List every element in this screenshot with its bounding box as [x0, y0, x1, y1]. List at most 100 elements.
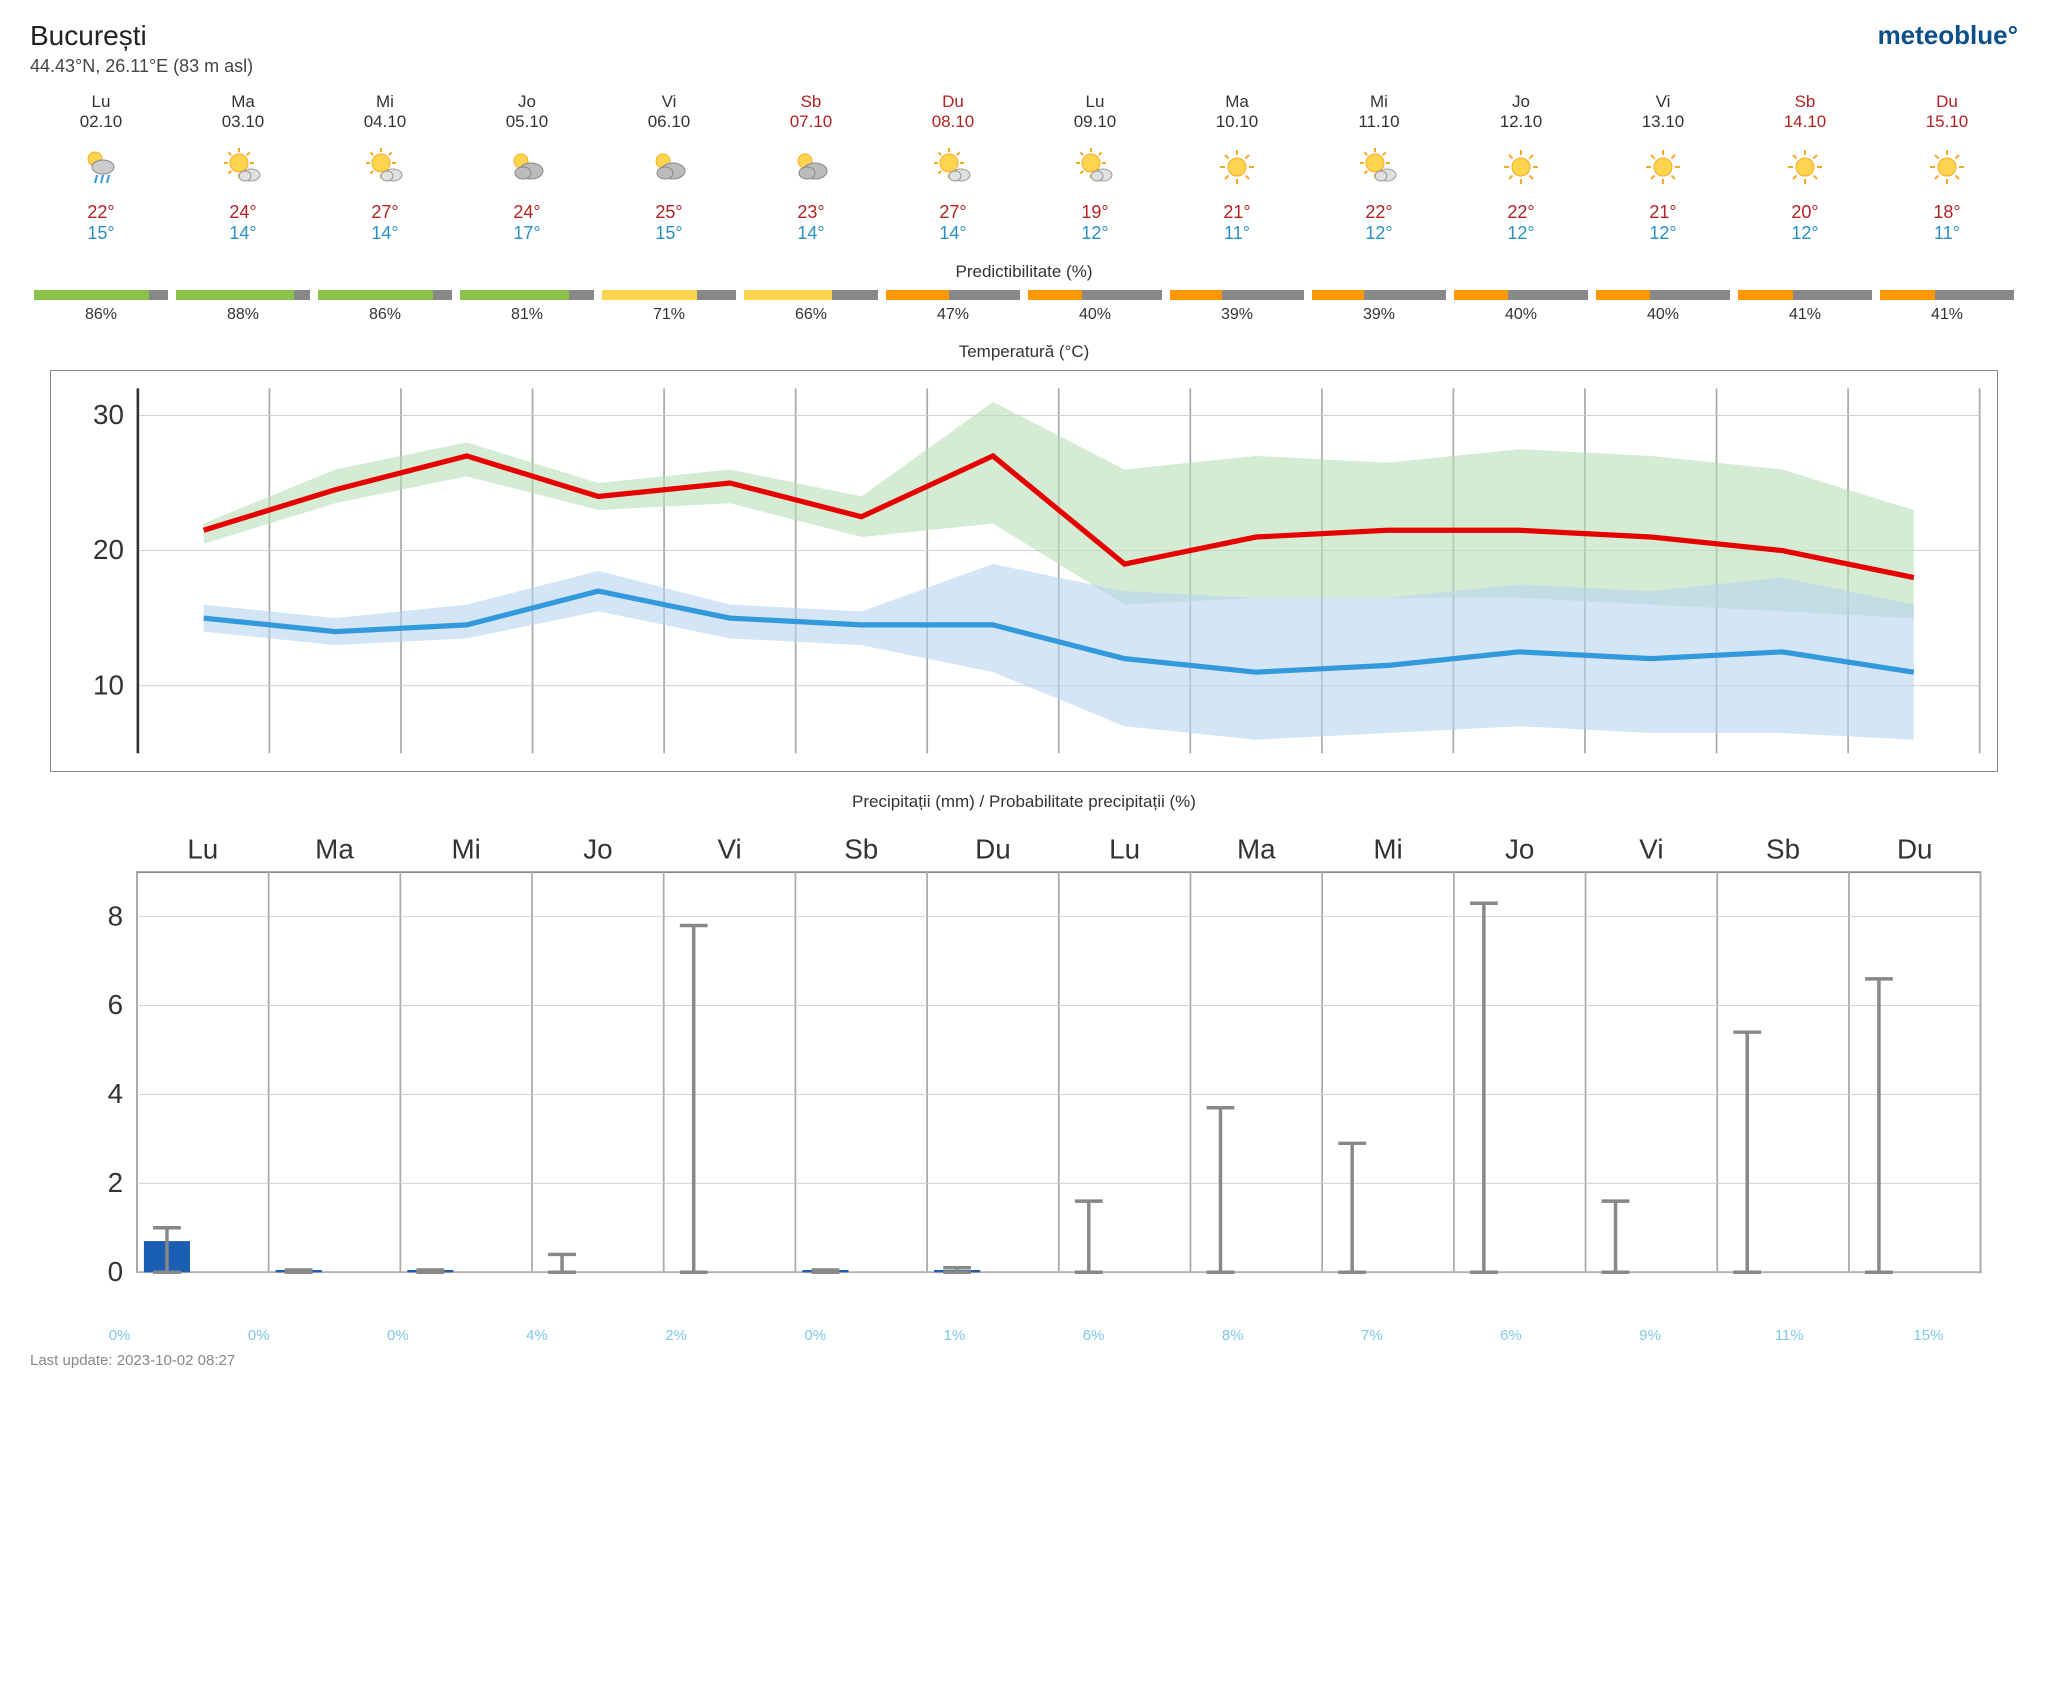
predict-value: 86% [30, 306, 172, 324]
day-date: 10.10 [1166, 112, 1308, 132]
svg-text:Lu: Lu [187, 833, 218, 864]
svg-text:Sb: Sb [1766, 833, 1800, 864]
brand-logo: meteoblue° [1878, 20, 2018, 51]
temp-high: 24° [172, 202, 314, 223]
temp-high: 22° [30, 202, 172, 223]
svg-text:Ma: Ma [315, 833, 354, 864]
predict-value: 41% [1734, 306, 1876, 324]
svg-text:Du: Du [975, 833, 1011, 864]
temp-low: 15° [30, 223, 172, 244]
day-name: Du [882, 92, 1024, 112]
svg-text:Sb: Sb [844, 833, 878, 864]
days-row-high: 22°24°27°24°25°23°27°19°21°22°22°21°20°1… [30, 202, 2018, 223]
weather-icon [882, 142, 1024, 192]
precip-probability-row: 0%0%0%4%2%0%1%6%8%7%6%9%11%15% [30, 1327, 2018, 1344]
weather-icon [1166, 142, 1308, 192]
svg-text:Lu: Lu [1109, 833, 1140, 864]
day-name: Sb [740, 92, 882, 112]
predict-value: 88% [172, 306, 314, 324]
predict-bar [30, 290, 172, 300]
svg-text:Mi: Mi [452, 833, 481, 864]
predict-bar [882, 290, 1024, 300]
day-date: 06.10 [598, 112, 740, 132]
predict-bar [598, 290, 740, 300]
predict-bar [172, 290, 314, 300]
precipitation-title: Precipitații (mm) / Probabilitate precip… [30, 792, 2018, 812]
day-date: 12.10 [1450, 112, 1592, 132]
temp-high: 25° [598, 202, 740, 223]
predict-value: 40% [1024, 306, 1166, 324]
day-date: 02.10 [30, 112, 172, 132]
precip-prob: 9% [1581, 1327, 1720, 1344]
svg-text:Du: Du [1897, 833, 1933, 864]
predict-value: 41% [1876, 306, 2018, 324]
temp-high: 21° [1166, 202, 1308, 223]
predictability-values: 86%88%86%81%71%66%47%40%39%39%40%40%41%4… [30, 300, 2018, 324]
precip-prob: 0% [746, 1327, 885, 1344]
day-name: Sb [1734, 92, 1876, 112]
predict-bar [1734, 290, 1876, 300]
svg-text:Mi: Mi [1373, 833, 1402, 864]
day-name: Ma [1166, 92, 1308, 112]
temp-high: 22° [1308, 202, 1450, 223]
precip-prob: 15% [1859, 1327, 1998, 1344]
predict-value: 39% [1166, 306, 1308, 324]
weather-icon [456, 142, 598, 192]
predict-value: 71% [598, 306, 740, 324]
temp-high: 24° [456, 202, 598, 223]
day-name: Vi [1592, 92, 1734, 112]
svg-text:20: 20 [93, 534, 124, 565]
temp-high: 22° [1450, 202, 1592, 223]
day-name: Du [1876, 92, 2018, 112]
weather-icon [1592, 142, 1734, 192]
precip-prob: 0% [189, 1327, 328, 1344]
predict-value: 86% [314, 306, 456, 324]
day-name: Vi [598, 92, 740, 112]
temp-high: 18° [1876, 202, 2018, 223]
svg-text:0: 0 [108, 1256, 123, 1287]
precip-prob: 7% [1302, 1327, 1441, 1344]
day-date: 14.10 [1734, 112, 1876, 132]
day-name: Jo [1450, 92, 1592, 112]
temp-high: 20° [1734, 202, 1876, 223]
precip-prob: 0% [50, 1327, 189, 1344]
temp-low: 17° [456, 223, 598, 244]
precip-prob: 0% [328, 1327, 467, 1344]
day-name: Jo [456, 92, 598, 112]
weather-icon [314, 142, 456, 192]
precip-prob: 8% [1163, 1327, 1302, 1344]
days-row-dayname: LuMaMiJoViSbDuLuMaMiJoViSbDu [30, 92, 2018, 112]
precip-prob: 6% [1441, 1327, 1580, 1344]
day-name: Lu [1024, 92, 1166, 112]
temperature-chart: 102030 [50, 370, 1998, 772]
weather-icon [598, 142, 740, 192]
predict-value: 81% [456, 306, 598, 324]
predict-bar [1166, 290, 1308, 300]
predict-bar [1876, 290, 2018, 300]
temperature-title: Temperatură (°C) [30, 342, 2018, 362]
day-name: Mi [1308, 92, 1450, 112]
predictability-bars [30, 290, 2018, 300]
svg-text:Vi: Vi [1639, 833, 1663, 864]
temp-low: 12° [1734, 223, 1876, 244]
day-date: 03.10 [172, 112, 314, 132]
temp-low: 12° [1024, 223, 1166, 244]
day-date: 08.10 [882, 112, 1024, 132]
location-coords: 44.43°N, 26.11°E (83 m asl) [30, 56, 253, 77]
predict-bar [314, 290, 456, 300]
day-date: 13.10 [1592, 112, 1734, 132]
svg-text:4: 4 [108, 1078, 123, 1109]
last-update: Last update: 2023-10-02 08:27 [30, 1352, 2018, 1369]
predict-value: 47% [882, 306, 1024, 324]
location-title: București [30, 20, 253, 52]
weather-icon [1024, 142, 1166, 192]
predict-value: 39% [1308, 306, 1450, 324]
temp-low: 14° [314, 223, 456, 244]
days-row-date: 02.1003.1004.1005.1006.1007.1008.1009.10… [30, 112, 2018, 142]
temp-low: 15° [598, 223, 740, 244]
precip-prob: 2% [607, 1327, 746, 1344]
days-row-icon [30, 142, 2018, 202]
svg-text:8: 8 [108, 900, 123, 931]
temp-low: 11° [1166, 223, 1308, 244]
predictability-title: Predictibilitate (%) [30, 262, 2018, 282]
